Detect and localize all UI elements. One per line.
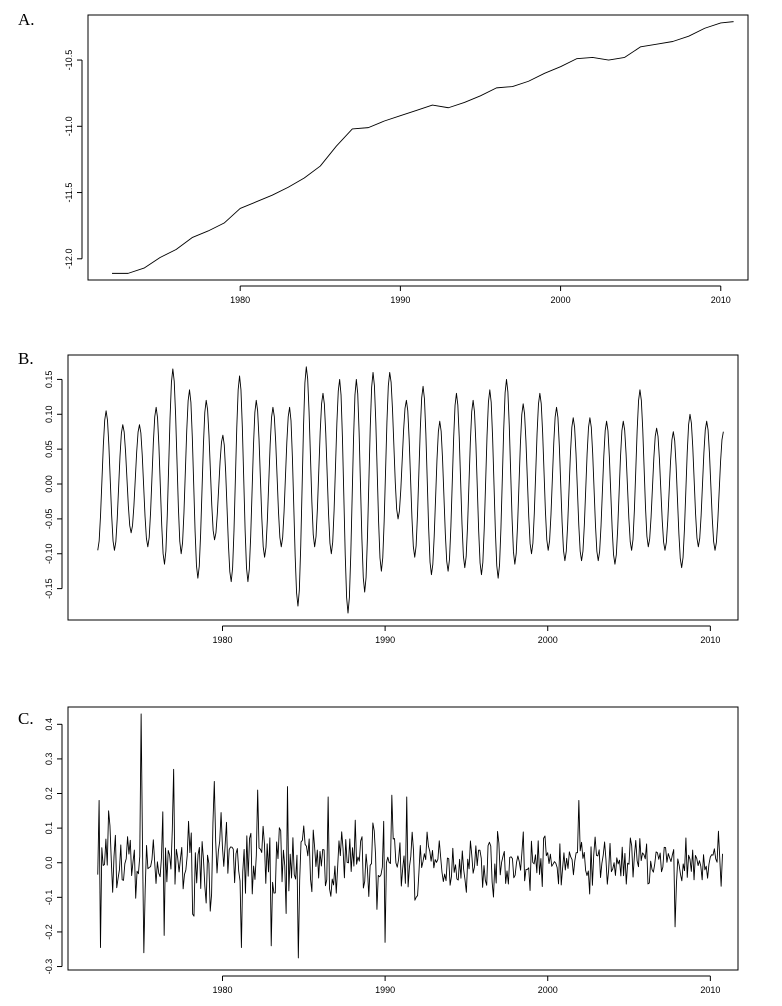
plot-frame-b xyxy=(67,354,739,621)
x-tick-label: 2010 xyxy=(711,295,731,305)
panel-letter-c: C. xyxy=(18,709,34,728)
y-tick-label: 0.4 xyxy=(44,718,54,731)
y-tick-label: 0.0 xyxy=(44,856,54,869)
y-tick-label: 0.05 xyxy=(44,440,54,458)
y-tick-label: -12.0 xyxy=(64,249,74,270)
chart-a: 1980 1990 2000 2010 -12.0 -11.5 -11.0 -10.5 xyxy=(64,14,749,305)
y-tick-label: -0.2 xyxy=(44,924,54,940)
y-tick-label: 0.2 xyxy=(44,787,54,800)
x-tick-label: 2000 xyxy=(538,635,558,645)
y-tick-label: -0.1 xyxy=(44,890,54,906)
series-line xyxy=(97,366,724,614)
y-tick-label: 0.1 xyxy=(44,822,54,835)
y-tick-label: -11.0 xyxy=(64,116,74,136)
y-tick-label: -10.5 xyxy=(64,50,74,71)
y-tick-label: -0.3 xyxy=(44,959,54,975)
y-tick-label: -0.15 xyxy=(44,578,54,599)
x-tick-label: 1990 xyxy=(375,635,395,645)
x-tick-label: 2000 xyxy=(551,295,571,305)
panel-letter-b: B. xyxy=(18,349,34,368)
y-tick-label: 0.15 xyxy=(44,371,54,389)
series-line xyxy=(97,713,723,959)
x-tick-label: 2010 xyxy=(700,985,720,995)
x-tick-label: 1980 xyxy=(212,635,232,645)
series-line xyxy=(112,21,734,274)
panel-letter-a: A. xyxy=(18,10,35,29)
chart-c: 1980 1990 2000 2010 -0.3 -0.2 -0.1 0.0 0.1 0.2 0.3… xyxy=(44,706,739,995)
x-tick-label: 2000 xyxy=(538,985,558,995)
y-tick-label: 0.10 xyxy=(44,406,54,424)
chart-b: 1980 1990 2000 2010 -0.15 -0.10 -0.05 0.00 0.05 0… xyxy=(44,354,739,645)
y-tick-label: -0.05 xyxy=(44,509,54,530)
x-tick-label: 2010 xyxy=(700,635,720,645)
plot-frame-a xyxy=(87,14,749,281)
y-tick-label: 0.3 xyxy=(44,753,54,766)
y-tick-label: 0.00 xyxy=(44,475,54,493)
x-tick-label: 1990 xyxy=(390,295,410,305)
x-tick-label: 1980 xyxy=(230,295,250,305)
plot-frame-c xyxy=(67,706,739,971)
x-tick-label: 1990 xyxy=(375,985,395,995)
x-tick-label: 1980 xyxy=(212,985,232,995)
y-tick-label: -11.5 xyxy=(64,183,74,203)
y-tick-label: -0.10 xyxy=(44,543,54,564)
